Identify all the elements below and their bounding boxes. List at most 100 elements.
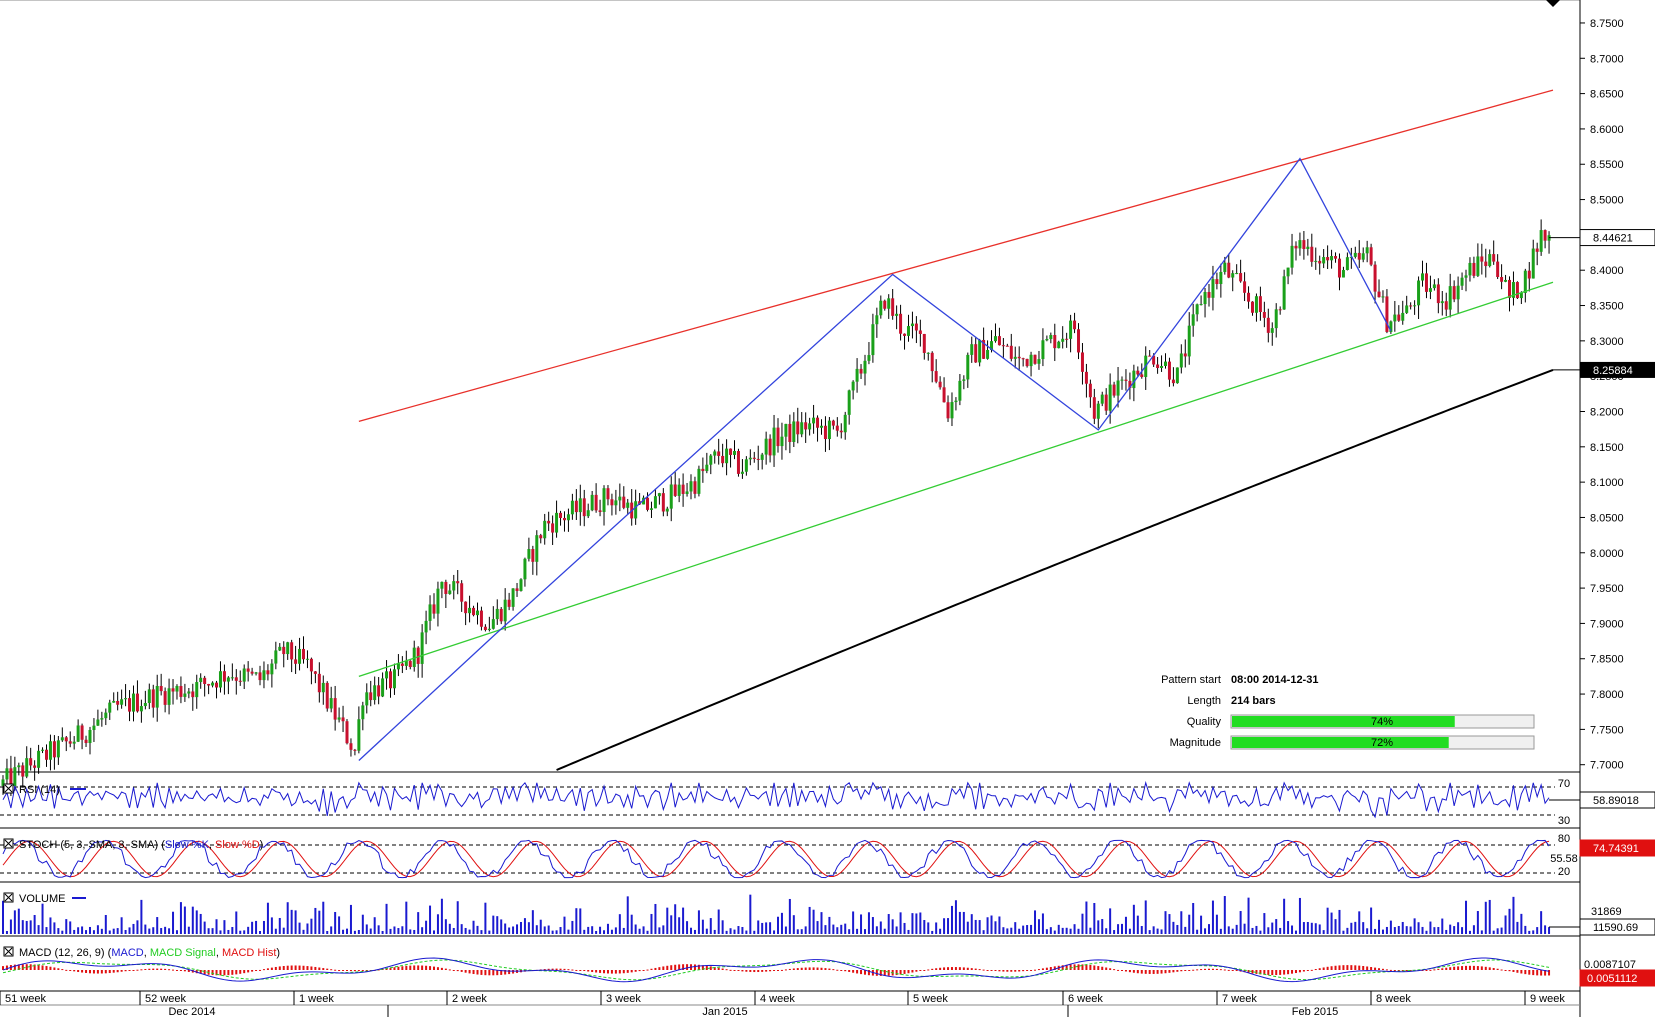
- pattern-length-value: 214 bars: [1231, 695, 1276, 707]
- candle-body: [705, 464, 709, 472]
- price-tick-label: 8.6000: [1590, 124, 1624, 136]
- volume-bar: [769, 922, 772, 934]
- macd-hist-bar: [1457, 966, 1460, 970]
- stoch-value-box: [1579, 839, 1655, 857]
- macd-hist-bar: [1389, 969, 1392, 971]
- macd-hist-bar: [820, 967, 823, 970]
- week-label: 8 week: [1376, 993, 1411, 1005]
- candle-body: [325, 682, 329, 709]
- macd-hist-bar: [17, 964, 20, 970]
- macd-hist-bar: [508, 970, 511, 975]
- candle-body: [1, 779, 5, 786]
- collapse-arrow-icon[interactable]: [1546, 0, 1560, 7]
- last-price-value: 8.44621: [1593, 233, 1633, 245]
- volume-bar: [255, 920, 258, 934]
- candle-body: [962, 379, 966, 381]
- volume-bar: [1243, 923, 1246, 934]
- macd-hist-bar: [440, 967, 443, 970]
- volume-bar: [674, 904, 677, 934]
- macd-hist-bar: [674, 964, 677, 970]
- volume-bar: [425, 920, 428, 934]
- candle-body: [131, 693, 135, 712]
- candle-body: [626, 502, 630, 508]
- volume-bar: [678, 917, 681, 934]
- macd-hist-bar: [1520, 970, 1523, 974]
- volume-bar: [65, 919, 68, 934]
- macd-hist-bar: [21, 964, 24, 970]
- candle-body: [179, 686, 183, 697]
- macd-hist-bar: [1117, 969, 1120, 971]
- candle-body: [1100, 394, 1104, 404]
- price-tick-label: 8.1000: [1590, 477, 1624, 489]
- volume-bar: [1370, 907, 1373, 934]
- macd-hist-bar: [231, 970, 234, 975]
- macd-hist-bar: [417, 965, 420, 970]
- volume-bar: [891, 919, 894, 934]
- macd-panel: MACD (12, 26, 9) (MACD, MACD Signal, MAC…: [2, 946, 1655, 987]
- volume-bar: [179, 902, 182, 934]
- candle-body: [1247, 292, 1251, 302]
- volume-bar: [1148, 930, 1151, 934]
- volume-bar: [599, 926, 602, 934]
- volume-bar: [919, 912, 922, 934]
- candle-body: [1262, 311, 1266, 318]
- candle-body: [112, 700, 116, 703]
- candle-body: [1369, 247, 1373, 265]
- stoch-level-low: 20: [1558, 866, 1570, 878]
- candle-body: [385, 671, 389, 679]
- volume-bar: [132, 923, 135, 934]
- candle-body: [420, 632, 424, 664]
- candle-body: [238, 680, 242, 682]
- macd-hist-bar: [1322, 967, 1325, 970]
- candle-body: [586, 510, 590, 517]
- macd-hist-bar: [1211, 968, 1214, 970]
- macd-hist-bar: [962, 967, 965, 970]
- macd-hist-bar: [1425, 970, 1428, 971]
- macd-hist-bar: [1385, 969, 1388, 971]
- candle-body: [551, 523, 555, 533]
- candle-body: [230, 677, 234, 679]
- volume-bar: [136, 920, 139, 934]
- week-label: 3 week: [606, 993, 641, 1005]
- macd-hist-bar: [808, 967, 811, 970]
- candle-body: [17, 765, 21, 768]
- macd-hist-bar: [294, 965, 297, 970]
- volume-bar: [547, 925, 550, 934]
- volume-bar: [41, 903, 44, 934]
- macd-hist-bar: [1374, 967, 1377, 970]
- candle-body: [1199, 304, 1203, 306]
- volume-bar: [962, 911, 965, 934]
- volume-bar: [243, 930, 246, 934]
- volume-bar: [954, 900, 957, 934]
- candle-body: [622, 496, 626, 508]
- macd-hist-bar: [709, 966, 712, 970]
- volume-bar: [1520, 913, 1523, 934]
- macd-hist-bar: [1496, 968, 1499, 970]
- magnitude-label: Magnitude: [1170, 737, 1221, 749]
- macd-hist-bar: [278, 966, 281, 970]
- volume-bar: [1192, 903, 1195, 934]
- macd-hist-bar: [108, 970, 111, 974]
- candle-body: [519, 579, 523, 591]
- volume-bar: [931, 930, 934, 934]
- candle-body: [966, 354, 970, 380]
- volume-bar: [282, 927, 285, 934]
- candle-body: [776, 427, 780, 447]
- candle-body: [72, 741, 76, 744]
- candle-body: [187, 691, 191, 694]
- candle-body: [570, 500, 574, 515]
- volume-bar: [57, 928, 60, 934]
- candle-body: [258, 672, 262, 681]
- candle-body: [562, 517, 566, 521]
- week-label: 5 week: [913, 993, 948, 1005]
- volume-bar: [1144, 900, 1147, 934]
- candle-body: [392, 669, 396, 689]
- macd-hist-bar: [1132, 970, 1135, 973]
- macd-hist-bar: [646, 969, 649, 971]
- volume-bar: [1492, 930, 1495, 934]
- volume-bar: [852, 911, 855, 934]
- volume-bar: [452, 927, 455, 934]
- macd-hist-bar: [1037, 969, 1040, 971]
- volume-bar: [1037, 919, 1040, 934]
- candle-body: [1353, 252, 1357, 257]
